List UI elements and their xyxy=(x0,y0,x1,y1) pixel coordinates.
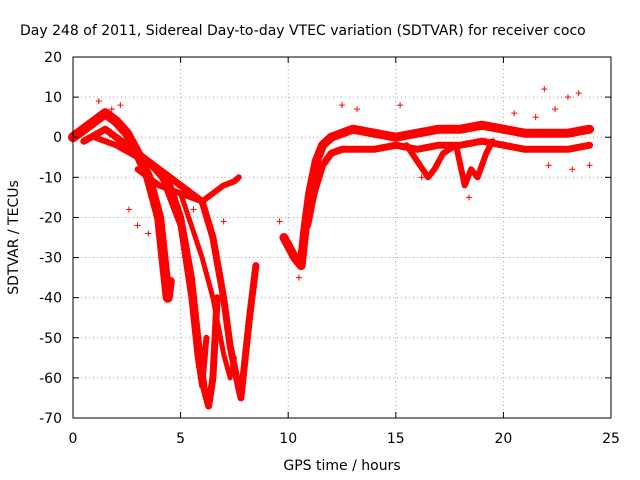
y-tick-label: 0 xyxy=(53,130,62,146)
x-tick-label: 25 xyxy=(602,431,620,447)
data-point xyxy=(564,94,571,101)
series-band-trace-g xyxy=(279,120,594,271)
series-band-trace-f xyxy=(178,190,237,381)
data-point xyxy=(134,222,141,229)
data-point xyxy=(220,218,227,225)
y-tick-label: -70 xyxy=(39,411,62,427)
data-point xyxy=(203,214,210,221)
y-tick-label: 10 xyxy=(44,90,62,106)
data-point xyxy=(586,162,593,169)
y-tick-label: -10 xyxy=(39,170,62,186)
plot-frame xyxy=(72,56,612,419)
data-point xyxy=(532,114,539,121)
series-band-trace-h xyxy=(304,137,593,229)
data-point xyxy=(339,102,345,109)
series-band-trace-a xyxy=(68,108,175,303)
data-point xyxy=(145,230,152,237)
y-tick-label: 20 xyxy=(44,50,62,66)
data-point xyxy=(575,90,582,97)
data-point xyxy=(569,166,576,173)
y-axis-label: SDTVAR / TECUs xyxy=(6,180,22,295)
data-point xyxy=(552,106,559,113)
data-point xyxy=(397,102,404,109)
data-point xyxy=(465,194,472,201)
grid xyxy=(73,57,611,418)
x-tick-label: 10 xyxy=(279,431,297,447)
chart-title: Day 248 of 2011, Sidereal Day-to-day VTE… xyxy=(20,23,586,39)
y-tick-label: -60 xyxy=(39,371,62,387)
x-axis-label: GPS time / hours xyxy=(283,458,400,474)
data-point xyxy=(125,206,132,213)
data-point xyxy=(418,174,425,181)
x-tick-label: 0 xyxy=(69,431,78,447)
series-band-trace-e xyxy=(134,166,242,205)
data-point xyxy=(108,106,115,113)
data-point xyxy=(511,110,518,117)
series-band-trace-i xyxy=(403,138,496,189)
y-tick-label: -30 xyxy=(39,251,62,267)
series-band-trace-c xyxy=(91,134,210,389)
data-point xyxy=(354,106,361,113)
y-tick-label: -40 xyxy=(39,291,62,307)
data-point xyxy=(95,98,102,105)
x-tick-label: 15 xyxy=(387,431,405,447)
y-tick-label: -50 xyxy=(39,331,62,347)
x-tick-label: 5 xyxy=(176,431,185,447)
x-tick-label: 20 xyxy=(494,431,512,447)
y-tick-label: -20 xyxy=(39,210,62,226)
data-point xyxy=(276,218,283,225)
data-point xyxy=(295,274,302,281)
data-point xyxy=(541,86,548,93)
series-band-trace-d xyxy=(112,133,260,402)
data-point xyxy=(117,102,124,109)
data-series xyxy=(68,86,594,410)
data-point xyxy=(190,206,197,213)
data-point xyxy=(545,162,552,169)
axis-ticks: 0 5 10 15 20 25 -70 -60 -50 -40 -30 -20 -10 0 10 20 xyxy=(39,50,620,447)
